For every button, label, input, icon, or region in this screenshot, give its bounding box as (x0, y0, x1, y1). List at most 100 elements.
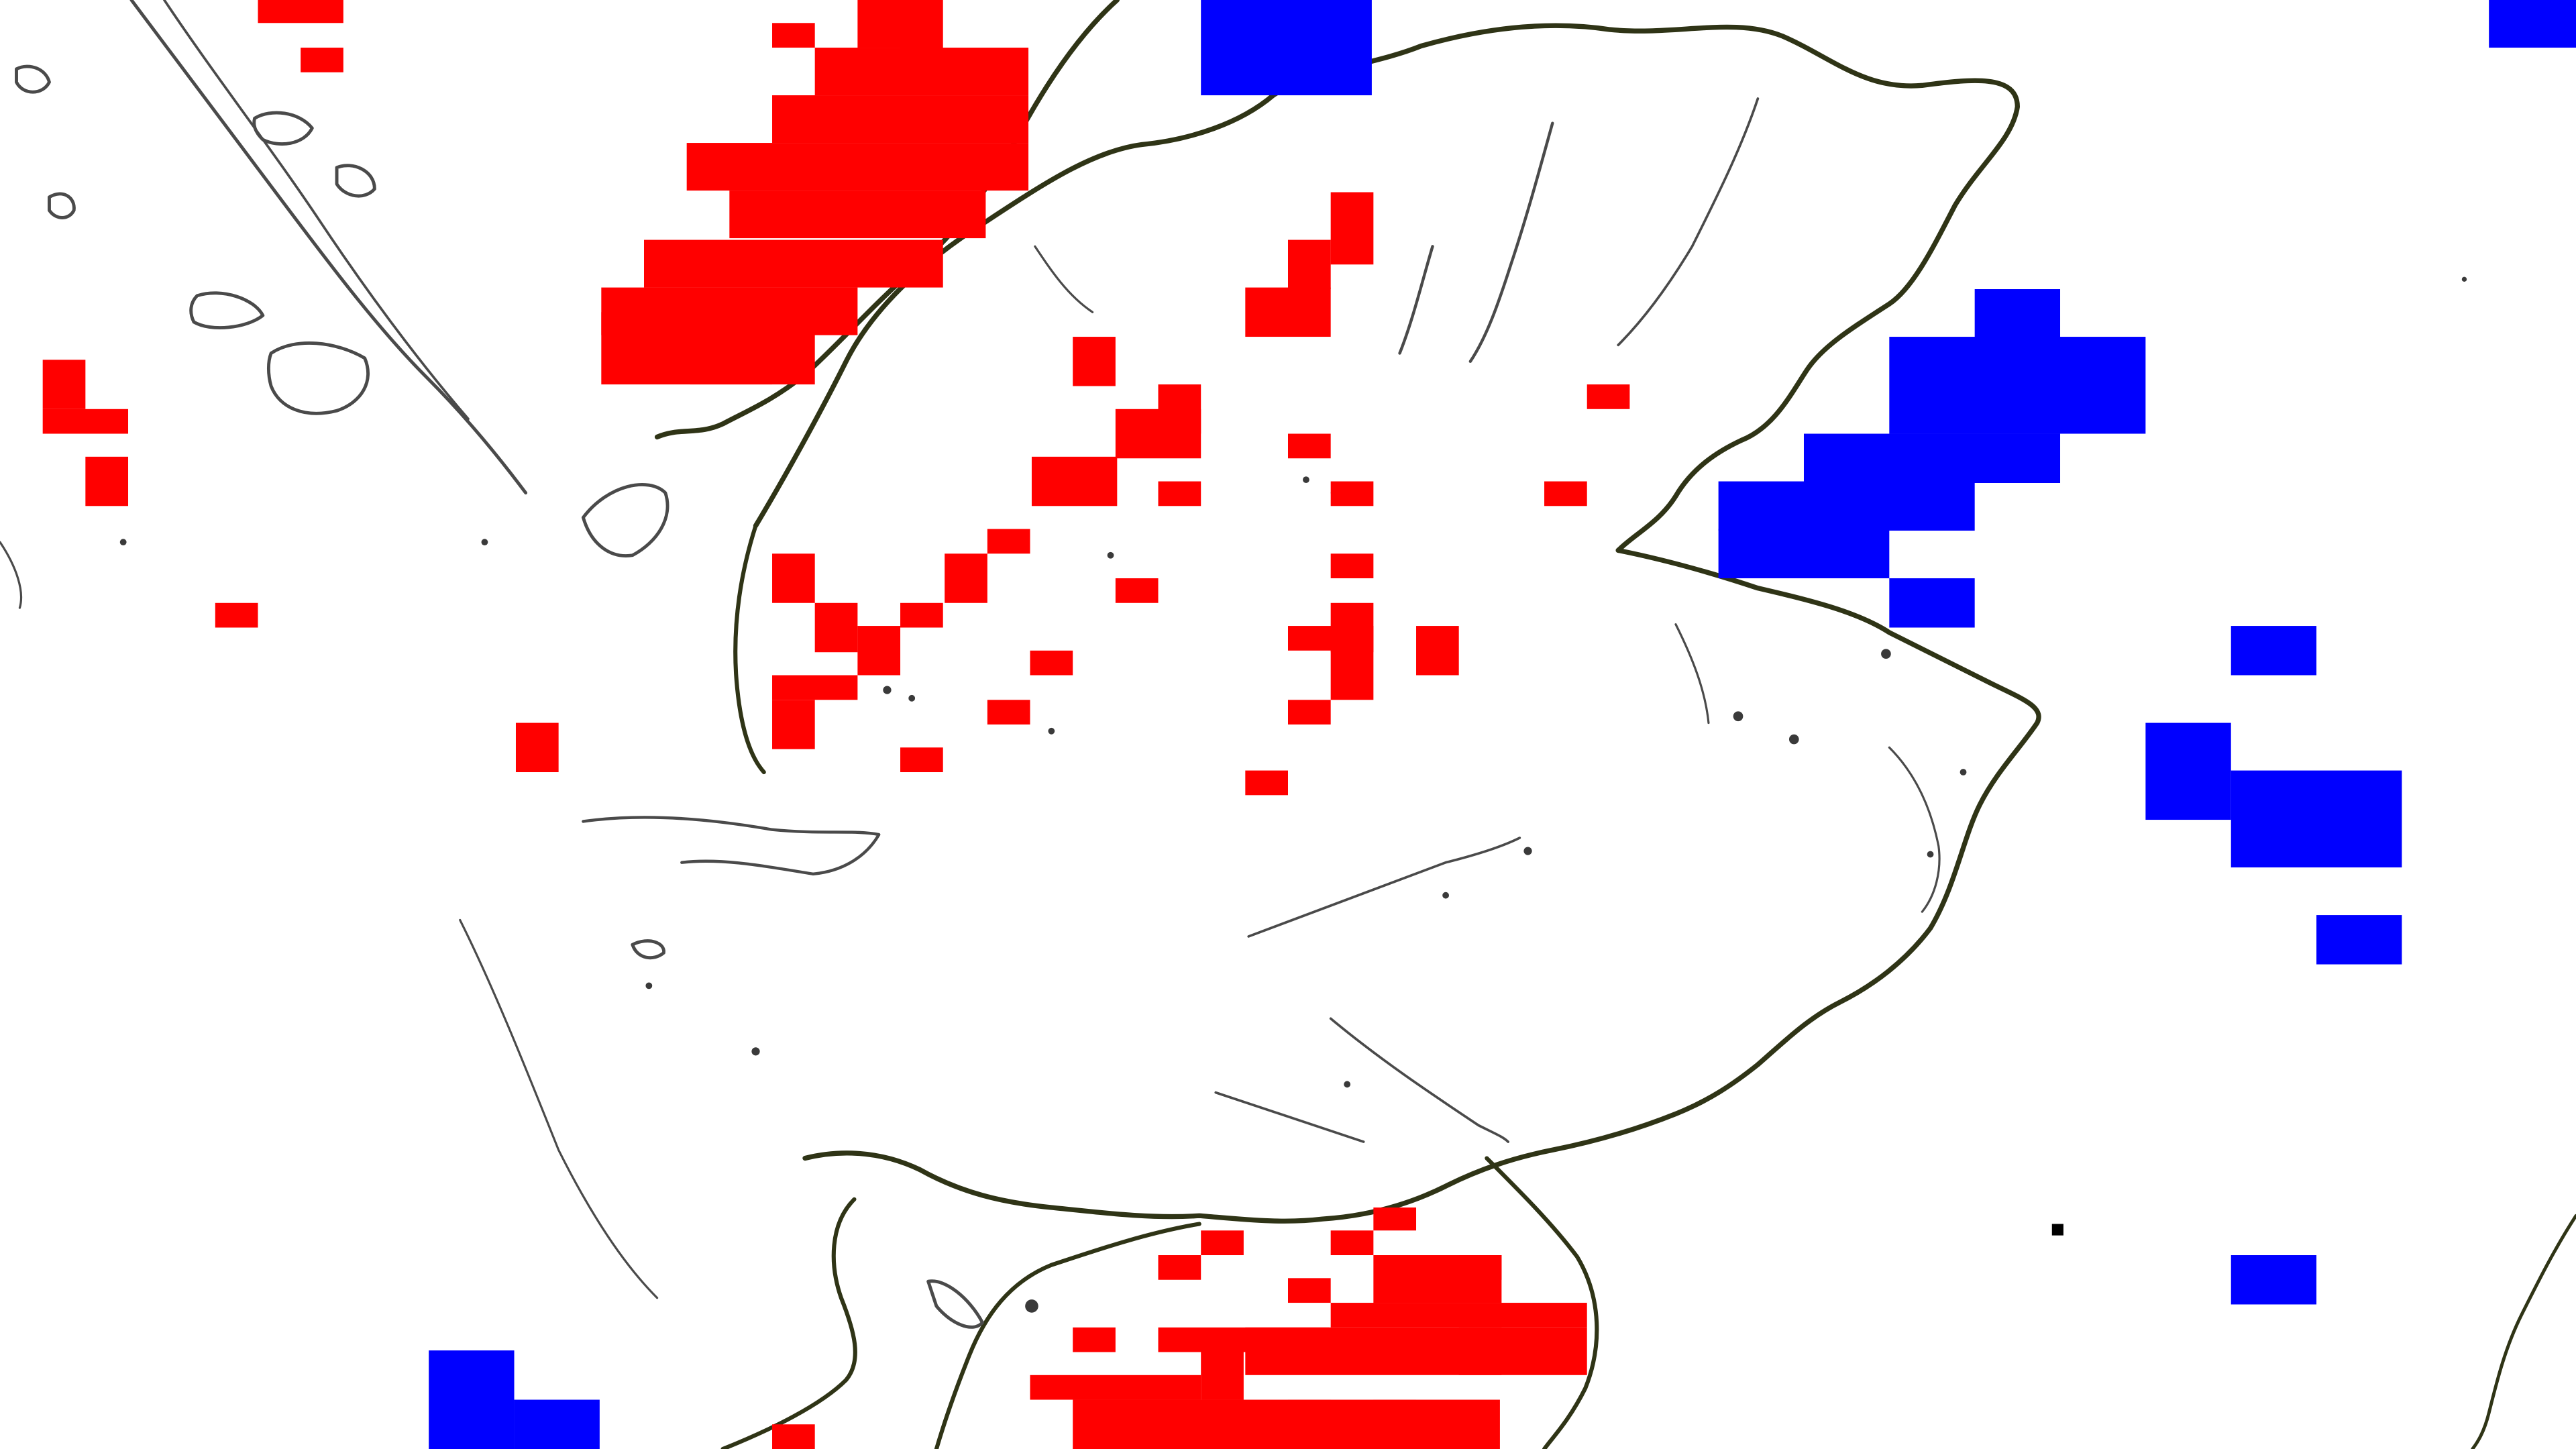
south-inlet-edge (934, 1222, 1201, 1449)
red-cell-31 (814, 602, 858, 653)
red-cell-44 (1330, 650, 1374, 700)
red-cell-20 (1288, 239, 1331, 290)
red-cell-7 (772, 95, 1029, 144)
blue-cell-7 (1718, 529, 1890, 579)
ridge-line-2 (1398, 245, 1434, 355)
red-cell-21 (1245, 287, 1331, 337)
river-channel-2 (163, 0, 470, 421)
red-cell-3 (772, 23, 815, 48)
red-cell-15 (42, 409, 129, 434)
ridge-line-11 (1674, 623, 1710, 724)
red-cell-8 (686, 143, 1029, 191)
blue-cell-10 (2145, 722, 2231, 820)
red-cell-2 (301, 48, 343, 72)
blue-cell-6 (1718, 481, 1975, 531)
lake-south-1 (631, 939, 665, 960)
red-cell-4 (857, 0, 943, 48)
ridge-line-8 (1034, 245, 1094, 313)
red-cell-1 (258, 0, 343, 23)
red-cell-66 (1373, 1399, 1417, 1449)
black-marker (2051, 1224, 2063, 1236)
red-cell-35 (1030, 650, 1073, 676)
blue-cell-12 (2316, 915, 2402, 965)
red-cell-26 (1158, 481, 1201, 506)
red-cell-17 (215, 602, 258, 628)
blue-cell-13 (2231, 1255, 2317, 1305)
red-cell-34 (772, 700, 815, 749)
red-cell-43 (1288, 626, 1374, 651)
blue-cell-14 (429, 1350, 515, 1449)
red-cell-45 (1288, 700, 1331, 724)
red-cell-52 (1201, 1230, 1244, 1256)
red-cell-62 (1030, 1375, 1201, 1400)
red-cell-65 (1288, 1399, 1331, 1449)
ridge-line-5 (1329, 1017, 1509, 1143)
red-cell-63 (1073, 1399, 1500, 1449)
red-cell-6 (900, 48, 943, 72)
lake-west-6 (15, 64, 51, 94)
red-cell-49 (1544, 481, 1587, 506)
ridge-line-9 (459, 918, 659, 1299)
red-cell-57 (1330, 1303, 1587, 1328)
southeast-edge (1485, 1156, 1599, 1449)
red-cell-50 (1373, 1208, 1417, 1231)
red-cell-64 (1201, 1350, 1244, 1400)
south-inlet-edge-2 (720, 1197, 857, 1449)
lake-west-7 (335, 164, 376, 198)
ridge-line-4 (1247, 837, 1521, 938)
red-cell-30 (772, 553, 815, 603)
red-cell-53 (1158, 1255, 1201, 1280)
lake-west-1 (189, 291, 265, 329)
ridge-line-3 (1617, 97, 1760, 347)
red-cell-28 (945, 553, 987, 603)
blue-cell-2 (2489, 0, 2576, 48)
blue-cell-1 (1201, 0, 1372, 96)
delta-edge (582, 816, 881, 876)
upper-ridge-edge (654, 0, 1120, 440)
blue-cell-4 (1889, 337, 2146, 434)
red-cell-22 (1073, 337, 1116, 386)
red-cell-46 (1416, 626, 1459, 676)
blue-cell-9 (2231, 626, 2317, 676)
red-cell-32 (857, 626, 901, 676)
red-cell-29 (900, 602, 943, 628)
far-right-coast (2471, 1214, 2576, 1449)
red-cell-14 (42, 360, 86, 409)
peninsula-west-shore (733, 523, 766, 775)
red-cell-9 (729, 191, 986, 239)
red-cell-27 (987, 529, 1030, 554)
ridge-line-7 (1888, 746, 1941, 913)
red-cell-40 (1330, 481, 1374, 506)
lake-south-2 (926, 1279, 984, 1329)
red-cell-56 (1373, 1255, 1502, 1303)
red-cell-24 (1115, 409, 1201, 459)
red-cell-19 (1330, 192, 1374, 265)
peninsula-north-shore (753, 23, 2021, 553)
red-cell-33 (772, 675, 858, 700)
red-cell-61 (1458, 1327, 1587, 1375)
blue-cell-15 (514, 1399, 600, 1449)
red-cell-37 (900, 747, 943, 773)
red-cell-51 (1330, 1230, 1374, 1256)
red-cell-67 (772, 1424, 815, 1449)
peninsula-east-shore (802, 547, 2041, 1224)
red-cell-layer (42, 0, 1630, 1449)
lake-west-2 (266, 341, 370, 415)
blue-cell-3 (1974, 289, 2061, 339)
red-cell-10 (644, 239, 943, 288)
red-cell-54 (1288, 1278, 1331, 1303)
ridge-line-10 (0, 541, 23, 609)
red-cell-38 (1115, 578, 1159, 603)
red-cell-41 (1330, 553, 1374, 579)
ridge-line-6 (1214, 1091, 1365, 1143)
red-cell-25 (1031, 456, 1118, 506)
river-channel-1 (129, 0, 528, 495)
lake-west-4 (252, 111, 314, 146)
blue-cell-8 (1889, 578, 1975, 628)
red-cell-58 (1073, 1327, 1116, 1352)
blue-cell-5 (1803, 433, 2061, 483)
red-cell-13 (690, 337, 773, 385)
red-cell-16 (85, 456, 129, 506)
